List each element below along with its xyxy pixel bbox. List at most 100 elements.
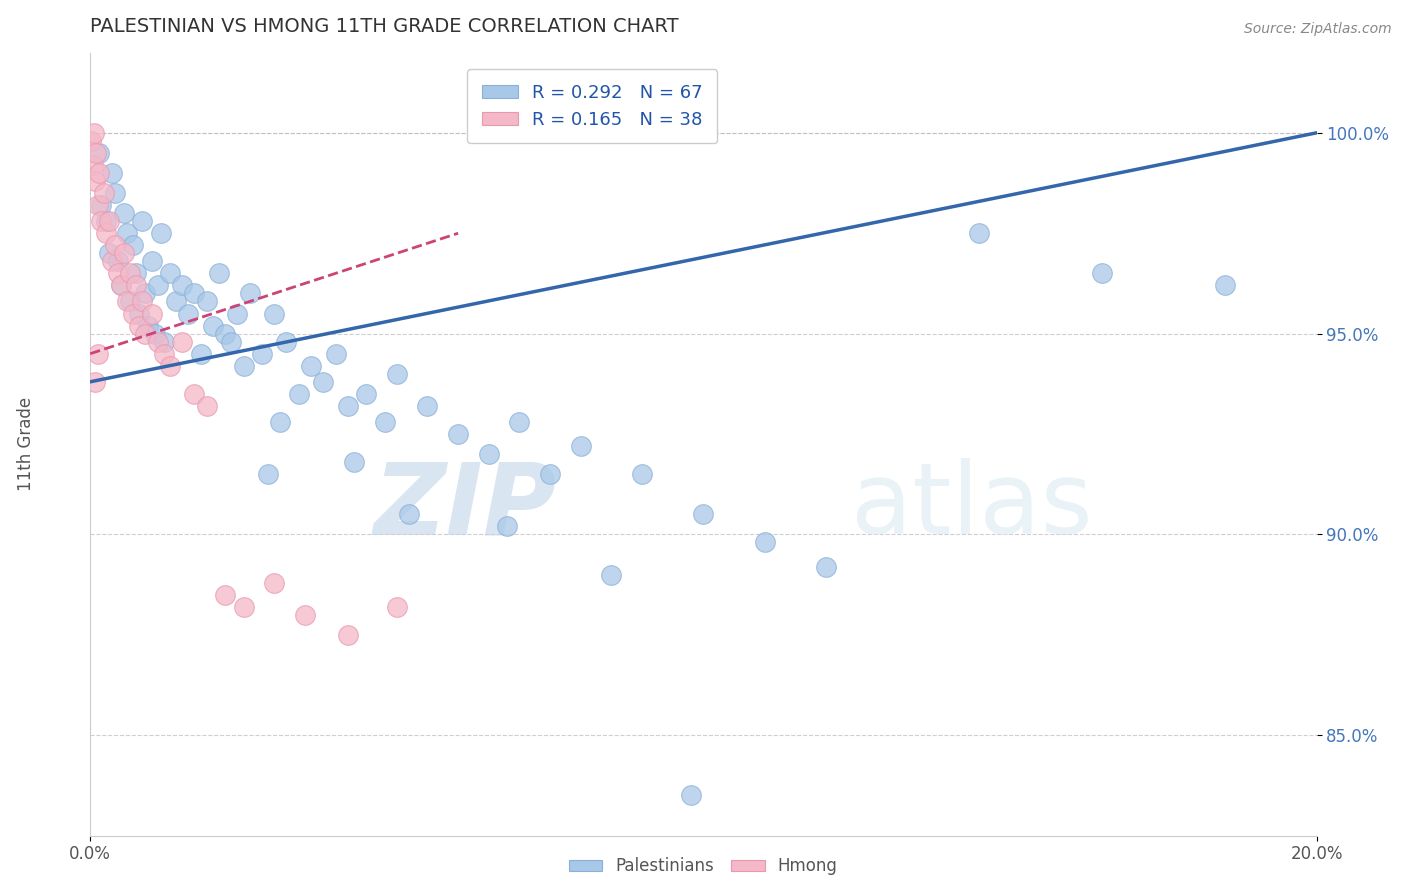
Point [190,347,212,361]
Point [208,266,231,280]
Text: PALESTINIAN VS HMONG 11TH GRADE CORRELATION CHART: PALESTINIAN VS HMONG 11TH GRADE CORRELAT… [90,17,679,36]
Point [250,347,273,361]
Point [134,286,156,301]
Point [385,367,408,381]
Point [89,166,111,180]
Point [276,334,298,349]
Point [374,415,396,429]
Point [86,347,108,361]
Point [125,266,148,280]
Point [496,519,519,533]
Point [134,326,156,341]
Point [104,186,127,200]
Point [172,278,194,293]
Point [416,399,439,413]
Point [195,399,218,413]
Point [153,347,176,361]
Text: ZIP: ZIP [373,458,557,555]
Point [104,238,127,252]
Text: atlas: atlas [851,458,1092,555]
Point [141,254,163,268]
Point [219,334,242,349]
Point [120,266,142,280]
Point [153,334,176,349]
Point [681,789,703,803]
Point [969,226,991,240]
Point [112,206,135,220]
Point [146,278,169,293]
Point [600,567,623,582]
Point [125,278,148,293]
Point [165,294,187,309]
Point [263,575,285,590]
Point [94,226,117,240]
Point [141,306,163,320]
Point [325,347,347,361]
Point [94,214,117,228]
Point [159,359,181,373]
Point [312,375,335,389]
Point [146,334,169,349]
Point [177,306,200,320]
Point [115,226,138,240]
Point [100,254,122,268]
Point [90,214,112,228]
Point [398,508,420,522]
Point [343,455,366,469]
Point [82,158,104,172]
Point [447,427,470,442]
Point [90,198,112,212]
Point [232,599,254,614]
Point [263,306,285,320]
Point [138,318,160,333]
Point [201,318,224,333]
Point [754,535,776,549]
Point [100,166,122,180]
Point [128,306,150,320]
Point [1213,278,1236,293]
Point [232,359,254,373]
Point [131,294,153,309]
Point [122,306,145,320]
Point [110,278,132,293]
Point [84,375,107,389]
Point [569,439,592,453]
Point [336,628,359,642]
Point [86,145,108,160]
Point [183,387,205,401]
Point [131,214,153,228]
Point [294,607,316,622]
Point [226,306,249,320]
Legend: Palestinians, Hmong: Palestinians, Hmong [562,851,845,882]
Point [97,246,120,260]
Point [159,266,181,280]
Point [143,326,166,341]
Point [120,294,142,309]
Point [478,447,501,461]
Point [149,226,172,240]
Point [112,246,135,260]
Point [385,599,408,614]
Point [354,387,377,401]
Point [80,134,103,148]
Point [107,266,129,280]
Point [1091,266,1114,280]
Point [86,198,108,212]
Point [89,145,111,160]
Point [122,238,145,252]
Point [508,415,530,429]
Point [115,294,138,309]
Point [538,467,561,482]
Y-axis label: 11th Grade: 11th Grade [17,397,35,491]
Point [97,214,120,228]
Text: Source: ZipAtlas.com: Source: ZipAtlas.com [1244,22,1392,37]
Point [214,326,236,341]
Point [336,399,359,413]
Point [815,559,838,574]
Point [239,286,262,301]
Point [172,334,194,349]
Point [84,174,107,188]
Point [257,467,280,482]
Point [183,286,205,301]
Point [287,387,309,401]
